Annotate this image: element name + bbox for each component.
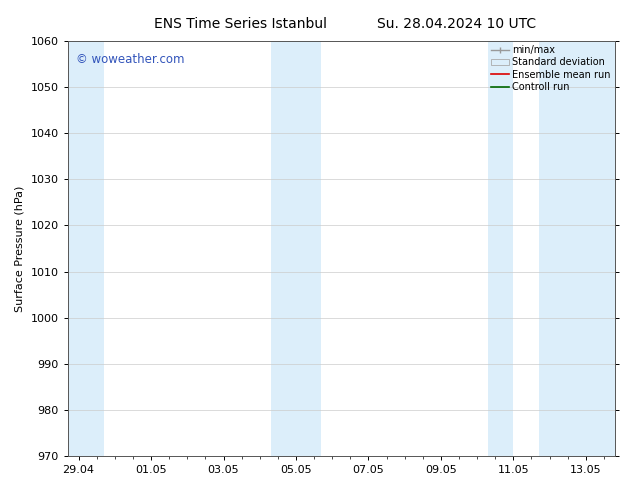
Text: © woweather.com: © woweather.com <box>76 53 184 67</box>
Text: ENS Time Series Istanbul: ENS Time Series Istanbul <box>155 17 327 31</box>
Bar <box>296 41 321 456</box>
Bar <box>271 41 296 456</box>
Legend: min/max, Standard deviation, Ensemble mean run, Controll run: min/max, Standard deviation, Ensemble me… <box>489 43 613 94</box>
Bar <box>68 41 104 456</box>
Bar <box>488 41 514 456</box>
Bar <box>539 41 615 456</box>
Text: Su. 28.04.2024 10 UTC: Su. 28.04.2024 10 UTC <box>377 17 536 31</box>
Y-axis label: Surface Pressure (hPa): Surface Pressure (hPa) <box>15 185 25 312</box>
